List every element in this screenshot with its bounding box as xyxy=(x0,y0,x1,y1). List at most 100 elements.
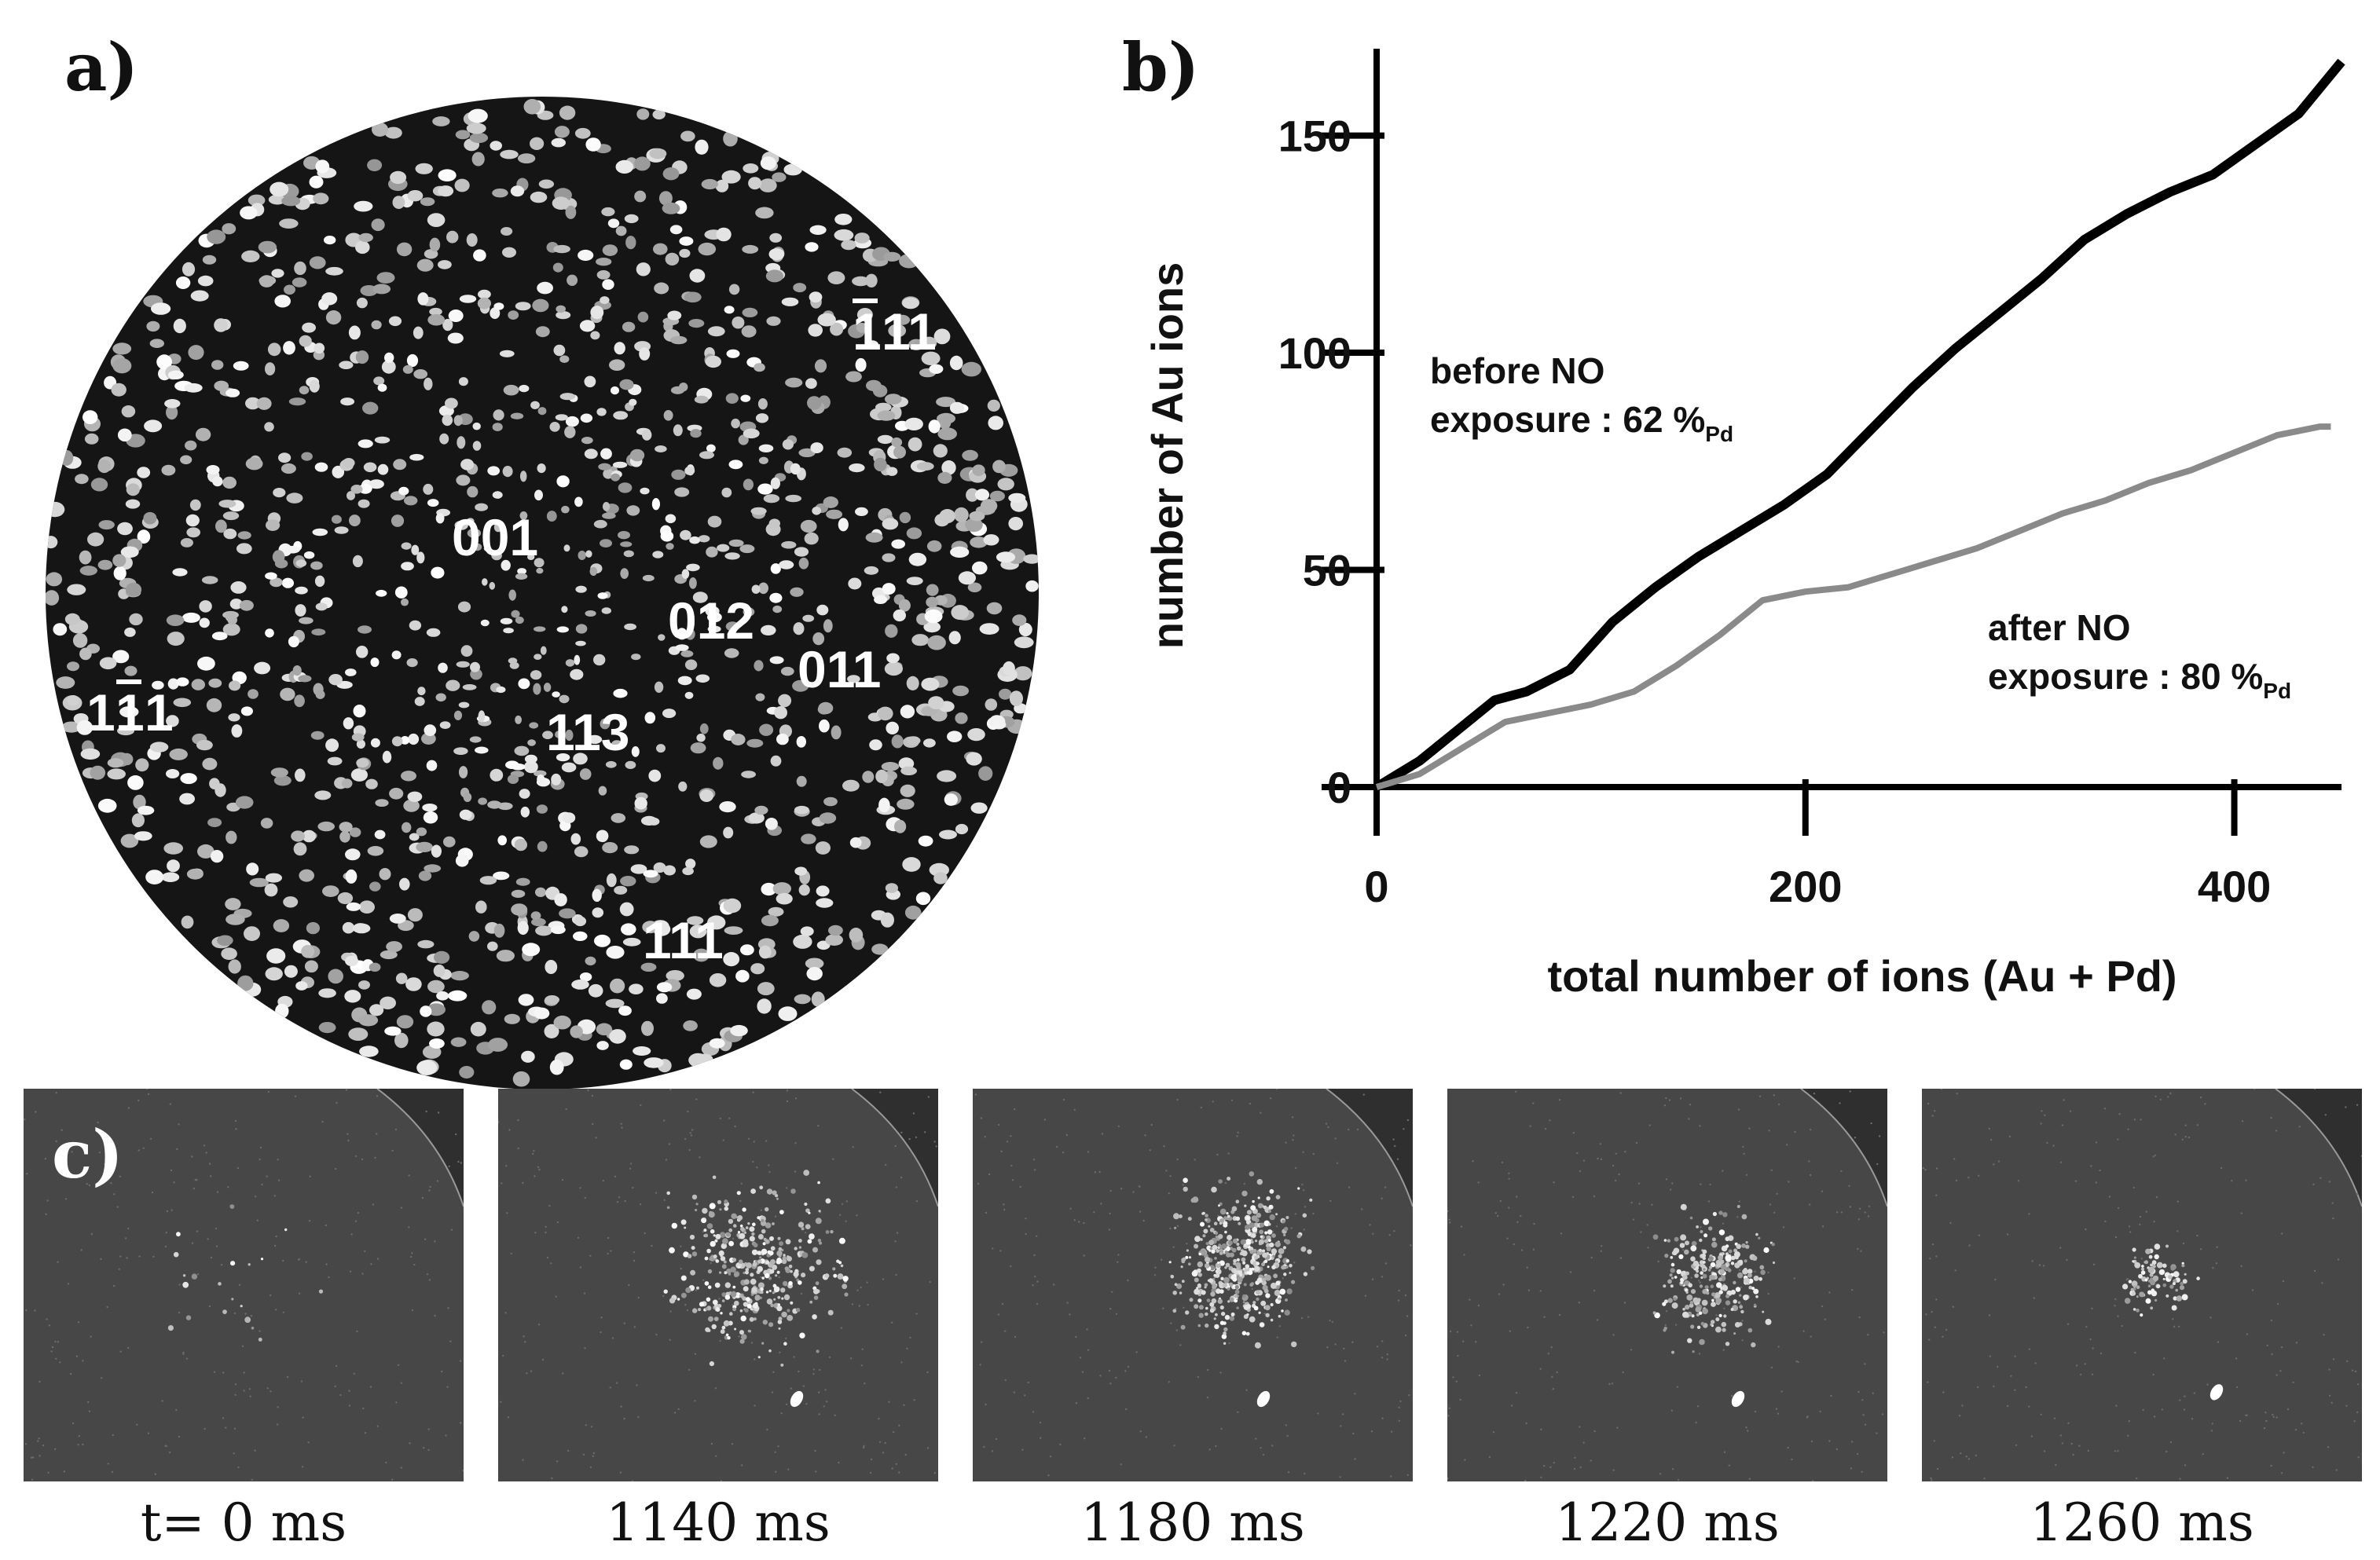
emission-spot xyxy=(666,1206,670,1210)
fim-spot xyxy=(367,159,383,171)
fim-spot xyxy=(740,944,754,956)
emission-spot xyxy=(1702,1261,1706,1264)
emission-spot xyxy=(1700,1271,1703,1275)
emission-spot xyxy=(721,1292,727,1297)
fim-spot xyxy=(696,1053,713,1065)
fim-spot xyxy=(76,720,94,735)
fim-spot xyxy=(537,840,548,852)
fim-spot xyxy=(456,661,470,668)
emission-spot xyxy=(2176,1295,2183,1302)
fim-spot xyxy=(823,619,833,633)
emission-spot xyxy=(1261,1262,1265,1267)
fim-spot xyxy=(750,507,767,515)
emission-spot xyxy=(1271,1265,1276,1270)
fim-spot xyxy=(793,622,805,635)
emission-spot xyxy=(1696,1269,1699,1273)
fim-spot xyxy=(429,307,442,316)
emission-spot xyxy=(1727,1268,1732,1273)
emission-spot xyxy=(840,1264,844,1268)
emission-spot xyxy=(770,1303,775,1308)
emission-spot xyxy=(1267,1222,1271,1226)
emission-spot xyxy=(749,1226,755,1232)
emission-spot xyxy=(725,1333,729,1337)
fim-spot xyxy=(678,781,688,792)
fim-spot xyxy=(166,405,178,420)
emission-spot xyxy=(1753,1303,1757,1306)
frame-edge xyxy=(1801,1089,1887,1207)
emission-spot xyxy=(1194,1277,1199,1283)
emission-spot xyxy=(1752,1255,1758,1261)
fim-spot xyxy=(480,619,490,627)
fim-spot xyxy=(698,535,710,543)
emission-spot xyxy=(1747,1273,1752,1278)
fim-spot xyxy=(877,434,893,445)
fim-spot xyxy=(696,733,706,742)
fim-spot xyxy=(574,846,589,858)
fim-spot xyxy=(937,427,957,441)
emission-spot xyxy=(2184,1273,2187,1276)
emission-spot xyxy=(1715,1317,1720,1322)
fim-spot xyxy=(570,833,581,845)
fim-spot xyxy=(199,600,212,613)
fim-spot xyxy=(502,466,513,478)
fim-spot xyxy=(680,650,694,657)
emission-spot xyxy=(1695,1306,1701,1313)
fim-spot xyxy=(908,552,927,566)
fim-spot xyxy=(955,823,969,835)
emission-spot xyxy=(1730,1262,1735,1265)
emission-spot xyxy=(1673,1247,1680,1254)
fim-spot xyxy=(724,648,739,658)
fim-spot xyxy=(413,369,428,379)
fim-spot xyxy=(163,842,183,855)
fim-spot xyxy=(804,532,819,545)
fim-spot xyxy=(510,185,525,197)
emission-spot xyxy=(1664,1254,1669,1258)
emission-spot xyxy=(1269,1188,1274,1194)
emission-spot xyxy=(736,1191,741,1196)
fim-spot xyxy=(615,159,634,174)
emission-spot xyxy=(671,1222,677,1229)
emission-spot xyxy=(742,1240,749,1247)
fim-spot xyxy=(379,868,391,881)
emission-spot xyxy=(2169,1284,2174,1289)
fim-spot xyxy=(391,736,403,747)
emission-spot xyxy=(173,1251,179,1258)
fim-spot xyxy=(180,773,197,785)
fim-spot xyxy=(725,621,739,632)
emission-spot xyxy=(730,1291,737,1298)
fim-spot xyxy=(403,799,420,812)
fim-spot xyxy=(985,698,998,711)
emission-spot xyxy=(1212,1284,1217,1289)
fim-spot xyxy=(173,698,192,708)
emission-spot xyxy=(801,1227,805,1231)
fim-spot xyxy=(424,724,437,737)
fim-spot xyxy=(517,568,526,575)
emission-spot xyxy=(1249,1222,1255,1229)
emission-spot xyxy=(761,1229,766,1234)
emission-spot xyxy=(1673,1297,1677,1302)
fim-spot xyxy=(770,755,782,767)
fim-spot xyxy=(989,490,1005,502)
fim-spot xyxy=(565,416,579,427)
fim-spot xyxy=(393,459,407,471)
fim-spot xyxy=(273,775,292,786)
emission-spot xyxy=(1235,1216,1240,1221)
emission-spot xyxy=(1700,1276,1703,1280)
fim-spot xyxy=(929,364,944,374)
emission-spot xyxy=(719,1271,722,1274)
fim-spot xyxy=(640,962,657,972)
fim-spot xyxy=(776,892,793,905)
fim-spot xyxy=(551,137,566,148)
fim-spot xyxy=(367,846,384,856)
fim-spot xyxy=(549,422,560,432)
fim-spot xyxy=(161,872,180,882)
emission-spot xyxy=(1691,1314,1695,1318)
fim-spot xyxy=(926,596,939,608)
fim-spot xyxy=(99,657,117,670)
fim-spot xyxy=(381,360,396,374)
fim-spot xyxy=(949,401,965,414)
fim-spot xyxy=(663,410,673,421)
fim-spot xyxy=(834,214,853,225)
fim-spot xyxy=(849,463,865,473)
fim-spot xyxy=(823,796,838,807)
